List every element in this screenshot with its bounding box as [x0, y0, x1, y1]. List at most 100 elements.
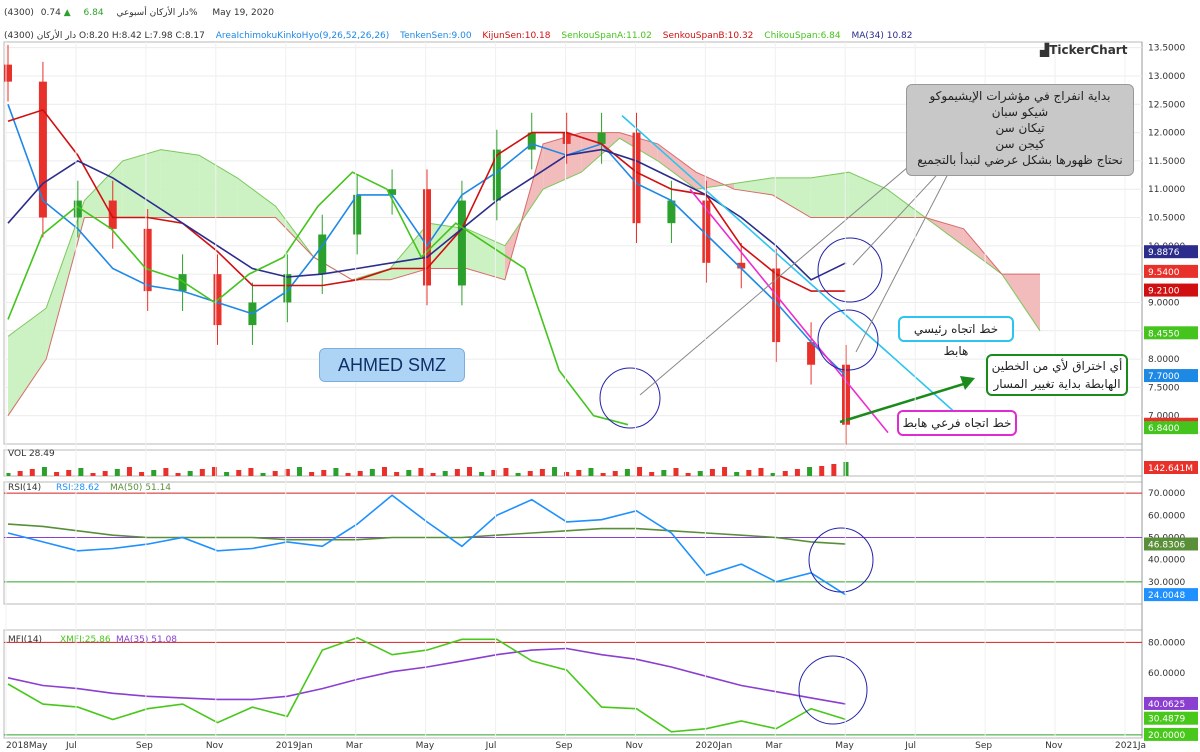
- volume-bar: [782, 471, 788, 476]
- time-tick-label: Sep: [556, 741, 573, 751]
- time-tick-label: 2021Ja: [1115, 741, 1146, 751]
- mfi-ma-label: MA(35) 51.08: [116, 635, 177, 645]
- indicator-legend: (4300) دار الأركان O:8.20 H:8.42 L:7.98 …: [4, 31, 913, 41]
- volume-value-badge: [1144, 461, 1198, 474]
- breakout-line-1: أي اختراق لأي من الخطين: [991, 359, 1123, 373]
- volume-bar: [248, 468, 254, 476]
- main-trendline: [621, 115, 966, 422]
- change-pct: 0.74%: [40, 8, 198, 18]
- volume-bar: [564, 472, 570, 476]
- volume-bar: [175, 473, 181, 476]
- volume-bar: [54, 472, 60, 476]
- mfi-ma-line: [7, 647, 847, 705]
- candle-body: [597, 132, 606, 144]
- kumo-cloud-segment: [8, 308, 47, 416]
- volume-bar: [491, 470, 497, 476]
- volume-bar: [17, 471, 23, 476]
- sub-trend-label: خط اتجاه فرعي هابط: [897, 410, 1017, 436]
- volume-bar: [41, 467, 47, 476]
- price-tick-label: 11.5000: [1148, 157, 1185, 167]
- time-tick-label: 2019Jan: [276, 741, 313, 751]
- candle-body: [527, 132, 536, 150]
- time-tick-label: Sep: [136, 741, 153, 751]
- volume-bar: [600, 473, 606, 476]
- up-arrow-icon: ▲: [63, 8, 71, 18]
- highlight-circle: [817, 237, 883, 303]
- senkou-span-a-line: [7, 137, 1041, 337]
- volume-bar: [418, 468, 424, 476]
- tickerchart-logo: ▟TickerChart: [1040, 43, 1127, 57]
- volume-bar: [187, 471, 193, 476]
- mfi-title: MFI(14): [8, 635, 42, 645]
- note-line-1: بداية انفراج في مؤشرات الإيشيموكو: [929, 89, 1111, 103]
- volume-bar: [722, 467, 728, 476]
- rsi-badge-label: 46.8306: [1148, 540, 1185, 550]
- volume-bar: [576, 470, 582, 476]
- highlight-circle: [599, 367, 661, 429]
- volume-bar: [442, 471, 448, 476]
- candle-body: [178, 274, 187, 292]
- header-date: May 19, 2020: [212, 8, 274, 18]
- mfi-highlight-circle: [798, 655, 868, 725]
- volume-bar: [552, 467, 558, 476]
- volume-bar: [819, 466, 825, 476]
- note-line-3: تيكان سن: [995, 121, 1045, 135]
- volume-bar: [734, 472, 740, 476]
- volume-bar: [272, 471, 278, 476]
- ohlc-readout: (4300) دار الأركان O:8.20 H:8.42 L:7.98 …: [4, 31, 205, 41]
- rsi-panel-frame: [3, 481, 1143, 605]
- rsi-tick-label: 60.0000: [1148, 511, 1185, 521]
- volume-bar: [224, 472, 230, 476]
- volume-bar: [709, 469, 715, 476]
- volume-bar: [381, 467, 387, 476]
- price-value-badge: [1144, 283, 1198, 297]
- price-value-label: 9.8876: [1148, 248, 1180, 258]
- price-tick-label: 11.0000: [1148, 185, 1185, 195]
- time-tick-label: Jul: [485, 741, 497, 751]
- candle-body: [318, 234, 327, 275]
- timeframe[interactable]: أسبوعي: [116, 8, 147, 18]
- price-tick-label: 8.0000: [1148, 355, 1180, 365]
- symbol-name[interactable]: (4300) دار الأركان: [4, 8, 189, 18]
- volume-bar: [333, 468, 339, 476]
- price-tick-label: 13.0000: [1148, 72, 1185, 82]
- volume-bar: [394, 472, 400, 476]
- kumo-cloud-segment: [772, 177, 811, 218]
- volume-bar: [5, 473, 11, 476]
- volume-bar: [637, 467, 643, 476]
- volume-bar: [746, 470, 752, 476]
- volume-bar: [454, 469, 460, 476]
- volume-bar: [588, 468, 594, 476]
- sub-trendline: [689, 188, 889, 434]
- volume-bar: [90, 473, 96, 476]
- mfi-badge-label: 40.0625: [1148, 700, 1185, 710]
- note-line-5: نحتاج ظهورها بشكل عرضي لنبدأ بالتجميع: [917, 153, 1123, 167]
- mfi-badge-label: 30.4879: [1148, 715, 1185, 725]
- candle-body: [73, 200, 82, 218]
- price-tick-label: 12.5000: [1148, 100, 1185, 110]
- ma34-line: [7, 148, 847, 281]
- time-tick-label: Nov: [625, 741, 643, 751]
- rsi-highlight-circle: [808, 527, 874, 593]
- last-price: 6.84: [83, 8, 104, 18]
- time-tick-label: Mar: [346, 741, 363, 751]
- kumo-cloud-segment: [237, 177, 276, 218]
- time-tick-label: Mar: [765, 741, 782, 751]
- candle-body: [4, 64, 12, 82]
- ichimoku-label[interactable]: AreaIchimokuKinkoHyo(9,26,52,26,26): [215, 31, 390, 41]
- price-tick-label: 7.5000: [1148, 383, 1180, 393]
- price-tick-label: 9.0000: [1148, 298, 1180, 308]
- price-value-badge: [1144, 421, 1198, 435]
- volume-bar: [29, 469, 35, 476]
- volume-label: VOL 28.49: [8, 449, 55, 459]
- volume-bar: [369, 469, 375, 476]
- volume-bar: [284, 469, 290, 476]
- logo-text: TickerChart: [1049, 43, 1128, 57]
- note-line-2: شيكو سبان: [991, 105, 1049, 119]
- breakout-note: أي اختراق لأي من الخطين الهابطة بداية تغ…: [986, 354, 1128, 396]
- senkou-b-label: SenkouSpanB:10.32: [662, 31, 754, 41]
- candle-body: [562, 132, 571, 144]
- volume-bar: [126, 467, 132, 476]
- time-tick-label: 2020Jan: [695, 741, 732, 751]
